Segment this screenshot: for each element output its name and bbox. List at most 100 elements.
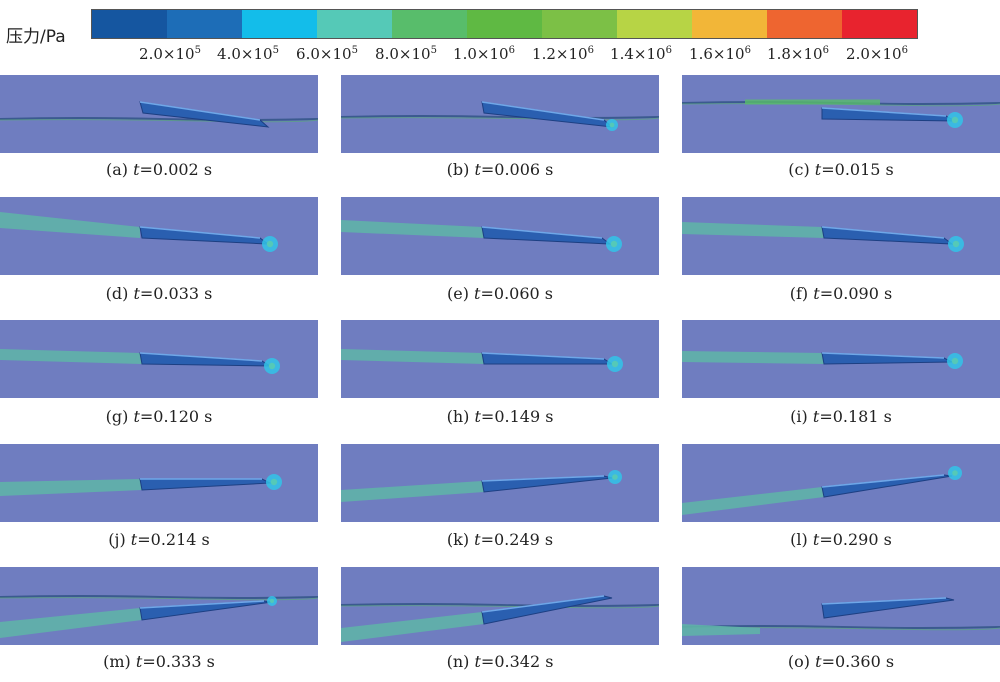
colorbar-segment	[542, 10, 617, 38]
simulation-panel	[682, 567, 1000, 645]
panel-caption: (k) t=0.249 s	[446, 530, 554, 549]
panel-caption: (o) t=0.360 s	[787, 652, 895, 671]
colorbar-segment	[617, 10, 692, 38]
free-surface-line	[682, 625, 1000, 629]
nose-pressure-core	[268, 362, 276, 370]
nose-pressure-core	[266, 240, 274, 248]
simulation-panel	[682, 197, 1000, 275]
projectile-highlight	[139, 226, 261, 239]
simulation-panel	[682, 75, 1000, 153]
colorbar-tick-label: 8.0×105	[375, 45, 437, 63]
colorbar-tick-label: 1.6×106	[689, 45, 751, 63]
simulation-panel	[682, 320, 1000, 398]
panel-scene	[682, 197, 1000, 275]
panel-caption: (c) t=0.015 s	[788, 160, 894, 179]
free-surface-line	[341, 603, 659, 607]
free-surface-foam	[341, 117, 659, 121]
panel-caption: (n) t=0.342 s	[446, 652, 554, 671]
panel-caption: (b) t=0.006 s	[446, 160, 554, 179]
panel-scene	[341, 567, 659, 645]
panel-scene	[682, 444, 1000, 522]
projectile-highlight	[481, 352, 605, 360]
simulation-panel	[341, 320, 659, 398]
colorbar-tick-label: 1.2×106	[532, 45, 594, 63]
cavity-trail	[341, 220, 484, 238]
panel-scene	[0, 444, 318, 522]
panel-scene	[341, 197, 659, 275]
nose-pressure-core	[610, 240, 618, 248]
panel-caption: (f) t=0.090 s	[789, 284, 893, 303]
pressure-legend: 压力/Pa 2.0×105 4.0×105 6.0×105 8.0×105 1.0×10…	[0, 0, 1000, 72]
colorbar-tick-label: 4.0×105	[217, 45, 279, 63]
cavity-trail	[0, 212, 140, 238]
cavity-trail	[682, 351, 824, 364]
cavity-trail	[341, 481, 484, 502]
projectile-highlight	[821, 226, 945, 239]
panel-scene	[682, 320, 1000, 398]
colorbar-tick-label: 1.0×106	[453, 45, 515, 63]
simulation-panel	[341, 567, 659, 645]
projectile-highlight	[139, 352, 263, 362]
panel-caption: (m) t=0.333 s	[103, 652, 215, 671]
free-surface-foam	[0, 597, 318, 601]
simulation-panel	[341, 197, 659, 275]
projectile-highlight	[821, 107, 947, 117]
colorbar-segment	[467, 10, 542, 38]
panel-scene	[341, 320, 659, 398]
colorbar-segment	[167, 10, 242, 38]
colorbar-tick-label: 2.0×106	[846, 45, 908, 63]
panel-scene	[0, 320, 318, 398]
panel-caption: (a) t=0.002 s	[105, 160, 213, 179]
simulation-panel	[0, 75, 318, 153]
cavity-trail	[0, 479, 142, 496]
panel-caption: (l) t=0.290 s	[790, 530, 892, 549]
simulation-panel	[0, 567, 318, 645]
projectile-highlight	[821, 352, 945, 359]
nose-pressure-core	[951, 357, 959, 365]
panel-scene	[0, 197, 318, 275]
panel-caption: (i) t=0.181 s	[790, 407, 892, 426]
simulation-panel	[0, 320, 318, 398]
panel-caption: (g) t=0.120 s	[105, 407, 213, 426]
free-surface-foam	[0, 119, 318, 123]
panel-scene	[0, 567, 318, 645]
nose-pressure-core	[609, 122, 615, 128]
cavity-trail	[0, 349, 142, 364]
colorbar	[91, 9, 918, 39]
panel-scene	[341, 75, 659, 153]
panel-scene	[682, 567, 1000, 645]
panel-caption: (h) t=0.149 s	[446, 407, 554, 426]
projectile-highlight	[139, 101, 261, 121]
colorbar-segment	[317, 10, 392, 38]
colorbar-segment	[692, 10, 767, 38]
colorbar-tick-label: 1.4×106	[610, 45, 672, 63]
cavity-trail	[341, 349, 484, 364]
projectile-highlight	[821, 474, 945, 488]
projectile-highlight	[481, 226, 603, 239]
cavity-trail	[341, 612, 484, 642]
nose-pressure-core	[270, 599, 274, 603]
nose-pressure-core	[270, 478, 278, 486]
free-surface-line	[0, 117, 318, 121]
colorbar-segment	[392, 10, 467, 38]
panel-caption: (d) t=0.033 s	[105, 284, 213, 303]
colorbar-segment	[92, 10, 167, 38]
simulation-panel	[0, 197, 318, 275]
cavity-trail	[682, 624, 760, 636]
simulation-panel	[682, 444, 1000, 522]
colorbar-tick-label: 2.0×105	[139, 45, 201, 63]
panel-scene	[0, 75, 318, 153]
projectile-highlight	[139, 600, 265, 609]
projectile-highlight	[821, 597, 947, 605]
free-surface-foam	[682, 103, 1000, 107]
panel-caption: (j) t=0.214 s	[108, 530, 210, 549]
cavity-trail	[682, 487, 824, 515]
simulation-panel	[341, 444, 659, 522]
projectile-highlight	[481, 595, 605, 613]
cavity-trail	[682, 222, 824, 238]
panel-caption: (e) t=0.060 s	[447, 284, 553, 303]
nose-pressure-core	[612, 474, 618, 480]
colorbar-segment	[767, 10, 842, 38]
projectile-highlight	[481, 101, 605, 121]
nose-pressure-core	[611, 360, 619, 368]
